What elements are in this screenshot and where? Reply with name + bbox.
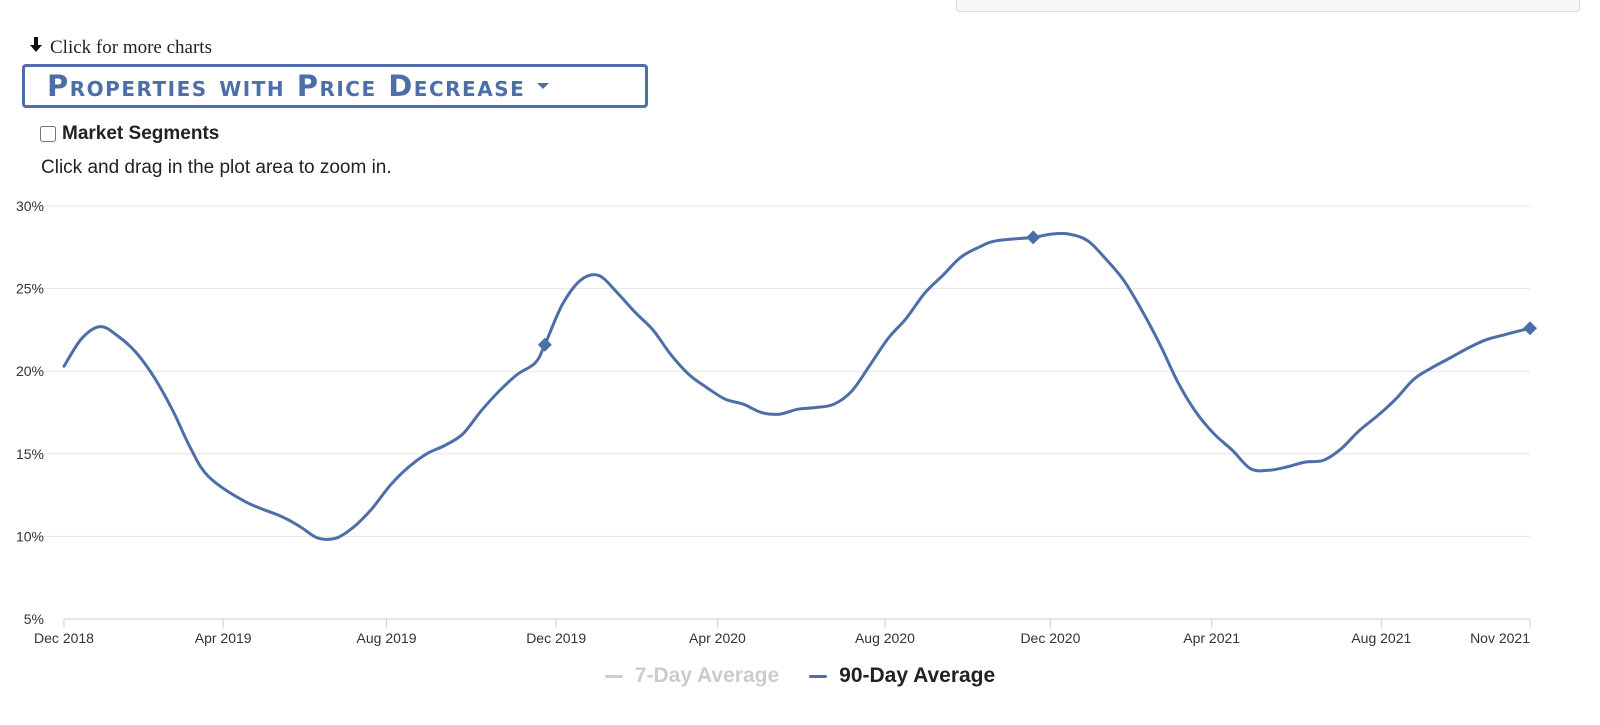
data-point-marker[interactable]: [537, 337, 552, 352]
data-point-marker[interactable]: [1523, 321, 1537, 336]
grid-lines: [36, 205, 1530, 537]
market-segments-label: Market Segments: [62, 123, 220, 144]
x-tick-label: Apr 2021: [1183, 630, 1240, 646]
x-tick-label: Aug 2021: [1351, 630, 1411, 646]
more-charts-link[interactable]: Click for more charts: [28, 36, 212, 59]
market-segments-toggle[interactable]: Market Segments: [40, 123, 219, 145]
x-tick-label: Apr 2020: [689, 630, 746, 646]
x-tick-label: Aug 2019: [357, 630, 417, 646]
legend-item-90-day[interactable]: 90-Day Average: [809, 664, 995, 688]
y-tick-label: 20%: [16, 363, 44, 379]
arrow-down-icon: [28, 36, 44, 59]
y-axis: 5% 10% 15% 20% 25% 30%: [16, 198, 44, 627]
y-tick-label: 10%: [16, 528, 44, 544]
caret-down-icon: [537, 83, 550, 89]
more-charts-label: Click for more charts: [50, 36, 212, 58]
x-axis: Dec 2018 Apr 2019 Aug 2019 Dec 2019 Apr 2020…: [34, 618, 1531, 646]
top-panel: [956, 0, 1580, 12]
legend-label-7-day: 7-Day Average: [634, 664, 780, 687]
x-tick-label: Apr 2019: [195, 630, 252, 646]
y-tick-label: 30%: [16, 198, 44, 214]
market-segments-checkbox[interactable]: [40, 126, 56, 142]
zoom-hint: Click and drag in the plot area to zoom …: [41, 157, 392, 178]
y-tick-label: 15%: [16, 446, 44, 462]
x-tick-label: Aug 2020: [855, 630, 915, 646]
x-tick-label: Dec 2018: [34, 630, 94, 646]
data-point-marker[interactable]: [1026, 230, 1041, 245]
chart-selector-label: Properties with Price Decrease: [47, 69, 526, 103]
legend-item-7-day[interactable]: 7-Day Average: [604, 664, 780, 688]
y-tick-label: 5%: [24, 611, 44, 627]
x-tick-label: Dec 2019: [526, 630, 586, 646]
y-tick-label: 25%: [16, 281, 44, 297]
x-tick-label: Nov 2021: [1470, 630, 1530, 646]
legend: 7-Day Average 90-Day Average: [0, 664, 1600, 688]
legend-label-90-day: 90-Day Average: [839, 664, 996, 687]
legend-swatch-7-day: [604, 674, 623, 678]
series-line-90-day[interactable]: [62, 231, 1532, 542]
chart-selector-dropdown[interactable]: Properties with Price Decrease: [22, 64, 648, 108]
legend-swatch-90-day: [809, 674, 828, 678]
x-tick-label: Dec 2020: [1020, 630, 1080, 646]
series-layer: [62, 230, 1537, 542]
